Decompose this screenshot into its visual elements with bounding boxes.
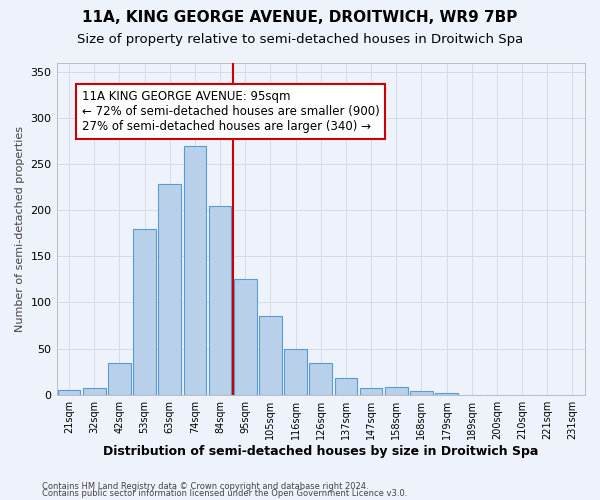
Text: Contains public sector information licensed under the Open Government Licence v3: Contains public sector information licen… — [42, 489, 407, 498]
Bar — [310, 364, 332, 394]
Bar — [83, 388, 106, 394]
Bar — [385, 388, 407, 394]
Bar — [108, 364, 131, 394]
Bar — [410, 391, 433, 394]
Text: Size of property relative to semi-detached houses in Droitwich Spa: Size of property relative to semi-detach… — [77, 32, 523, 46]
Bar — [284, 348, 307, 395]
Bar — [133, 228, 156, 394]
Text: 11A KING GEORGE AVENUE: 95sqm
← 72% of semi-detached houses are smaller (900)
27: 11A KING GEORGE AVENUE: 95sqm ← 72% of s… — [82, 90, 379, 133]
Bar — [360, 388, 382, 394]
Text: 11A, KING GEORGE AVENUE, DROITWICH, WR9 7BP: 11A, KING GEORGE AVENUE, DROITWICH, WR9 … — [82, 10, 518, 25]
X-axis label: Distribution of semi-detached houses by size in Droitwich Spa: Distribution of semi-detached houses by … — [103, 444, 538, 458]
Bar — [184, 146, 206, 394]
Bar — [58, 390, 80, 394]
Bar — [435, 393, 458, 394]
Bar — [158, 184, 181, 394]
Y-axis label: Number of semi-detached properties: Number of semi-detached properties — [15, 126, 25, 332]
Bar — [259, 316, 282, 394]
Bar — [234, 280, 257, 394]
Text: Contains HM Land Registry data © Crown copyright and database right 2024.: Contains HM Land Registry data © Crown c… — [42, 482, 368, 491]
Bar — [335, 378, 357, 394]
Bar — [209, 206, 232, 394]
